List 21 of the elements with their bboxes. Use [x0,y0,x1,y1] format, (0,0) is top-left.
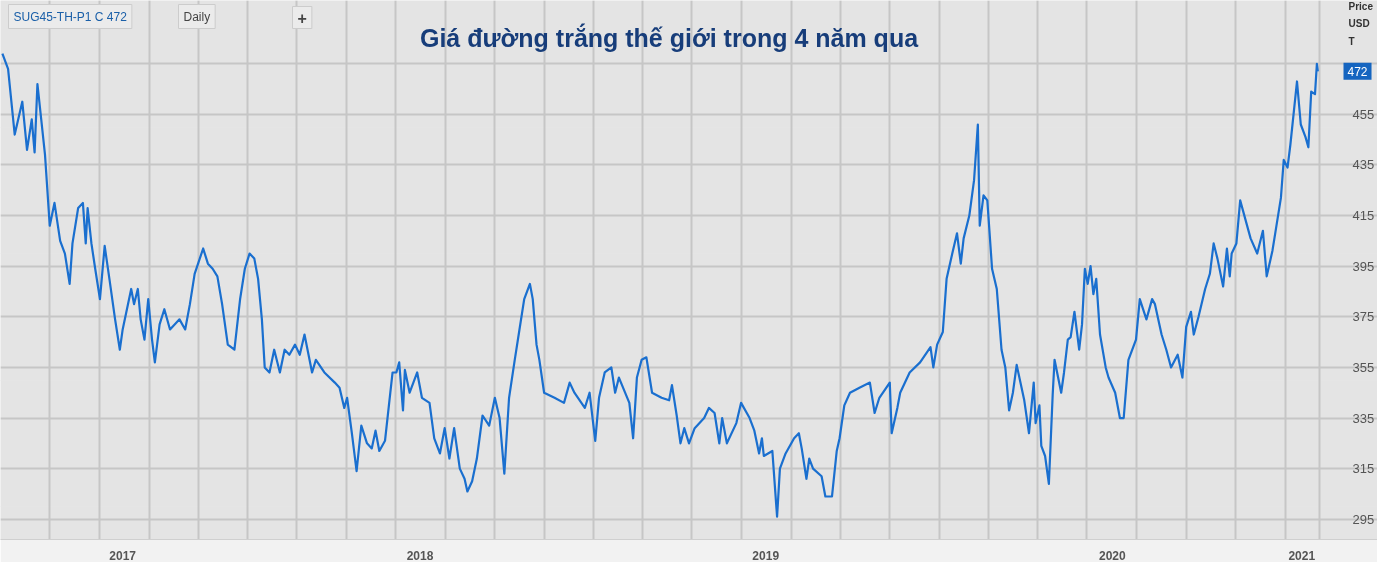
y-tick-label: 435 [1352,157,1375,173]
text: Giá đường trắng thế giới trong 4 năm qua [419,22,920,52]
y-tick-label: 415 [1352,208,1375,224]
x-tick-label: 2019 [752,548,780,563]
line-series [1,52,1319,518]
annotation: SUG45-TH-P1 C 472 [13,9,128,24]
y-tick-label: 455 [1352,106,1375,122]
x-tick-label: 2021 [1288,548,1316,563]
y-tick-label: 355 [1352,359,1375,375]
y-tick-label: 295 [1352,511,1375,527]
y-tick-label: 315 [1352,461,1375,477]
x-tick-label: 2018 [406,548,434,563]
x-tick-label: 2020 [1098,548,1126,563]
annotation: Daily [183,9,211,24]
annotation: + [297,9,307,27]
x-tick-label: 2017 [109,548,137,563]
annotation: 472 [1347,64,1368,79]
y-axis-title: Price USD T [1348,0,1374,47]
y-tick-label: 375 [1352,309,1375,325]
y-tick-label: 395 [1352,258,1375,274]
y-tick-label: 335 [1352,410,1375,426]
